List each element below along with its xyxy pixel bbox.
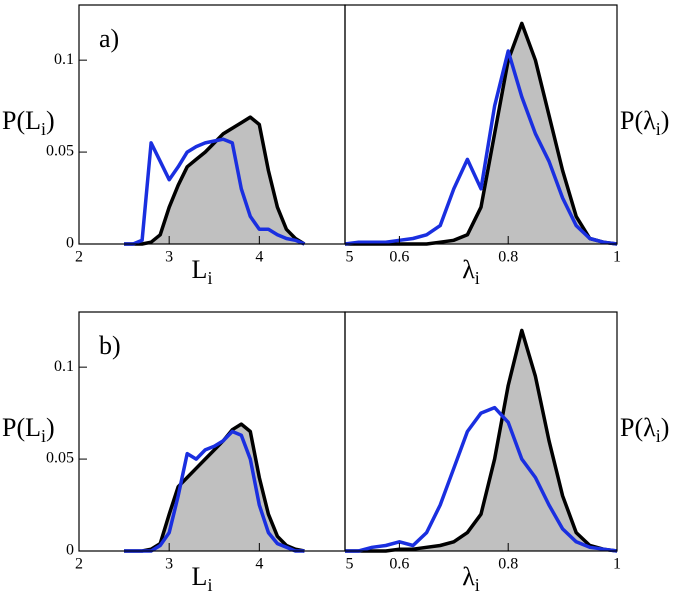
x-tick-label: 4 xyxy=(255,556,263,573)
y-tick-label: 0.05 xyxy=(46,450,74,467)
y-axis-label: P(λi) xyxy=(620,413,669,446)
y-axis-label-part: ) xyxy=(46,413,55,442)
x-tick-label: 0.6 xyxy=(389,249,409,266)
x-tick-label: 1 xyxy=(613,556,621,573)
x-axis-label: Li xyxy=(192,562,213,595)
area-fill xyxy=(124,117,305,244)
x-tick-label: 3 xyxy=(165,556,173,573)
x-axis-label-part: λ xyxy=(462,255,475,284)
x-axis-label-part: L xyxy=(192,255,208,284)
series-line xyxy=(124,115,306,246)
y-tick-label: 0.1 xyxy=(54,358,74,375)
y-axis-label-part: ) xyxy=(661,106,670,135)
x-axis-label: Li xyxy=(192,255,213,288)
y-tick-label: 0.05 xyxy=(46,143,74,160)
x-tick-label: 5 xyxy=(346,556,354,573)
x-axis-label-part: i xyxy=(475,575,480,595)
panel-label: a) xyxy=(99,24,119,53)
y-axis-label-part: P(L xyxy=(2,106,41,135)
x-tick-label: 0.8 xyxy=(498,556,518,573)
y-axis-label-part: i xyxy=(41,426,46,446)
x-tick-label: 0.8 xyxy=(498,249,518,266)
series-line xyxy=(124,137,306,246)
x-axis-label-part: L xyxy=(192,562,208,591)
x-axis-label: λi xyxy=(462,255,480,288)
area-fill xyxy=(345,23,617,245)
area-fill xyxy=(345,330,617,551)
y-axis-label-part: P(λ xyxy=(620,413,656,442)
y-axis-label-part: i xyxy=(656,426,661,446)
x-tick-label: 0.6 xyxy=(389,556,409,573)
x-tick-label: 2 xyxy=(75,556,83,573)
y-tick-label: 0.1 xyxy=(54,51,74,68)
panel-label: b) xyxy=(99,331,121,360)
y-tick-label: 0 xyxy=(66,542,74,559)
plot-frame xyxy=(344,311,618,552)
x-tick-label: 5 xyxy=(346,249,354,266)
y-axis-label-part: ) xyxy=(661,413,670,442)
y-axis-label-part: ) xyxy=(46,106,55,135)
series-line xyxy=(124,429,305,553)
x-axis-label: λi xyxy=(462,562,480,595)
series-line xyxy=(344,49,618,246)
series-line xyxy=(345,21,618,246)
x-axis-label-part: i xyxy=(475,268,480,288)
y-axis-label-part: i xyxy=(41,119,46,139)
y-axis-label: P(λi) xyxy=(620,106,669,139)
y-axis-label-part: i xyxy=(656,119,661,139)
y-axis-label: P(Li) xyxy=(2,106,55,139)
y-axis-label-part: P(L xyxy=(2,413,41,442)
y-axis-label-part: P(λ xyxy=(620,106,656,135)
x-tick-label: 2 xyxy=(75,249,83,266)
x-axis-label-part: i xyxy=(207,575,212,595)
x-tick-label: 1 xyxy=(613,249,621,266)
y-tick-label: 0 xyxy=(66,235,74,252)
series-line xyxy=(345,405,618,553)
y-axis-label: P(Li) xyxy=(2,413,55,446)
x-tick-label: 4 xyxy=(255,249,263,266)
x-axis-label-part: i xyxy=(207,268,212,288)
plot-frame xyxy=(344,4,618,245)
x-axis-label-part: λ xyxy=(462,562,475,591)
x-tick-label: 3 xyxy=(165,249,173,266)
